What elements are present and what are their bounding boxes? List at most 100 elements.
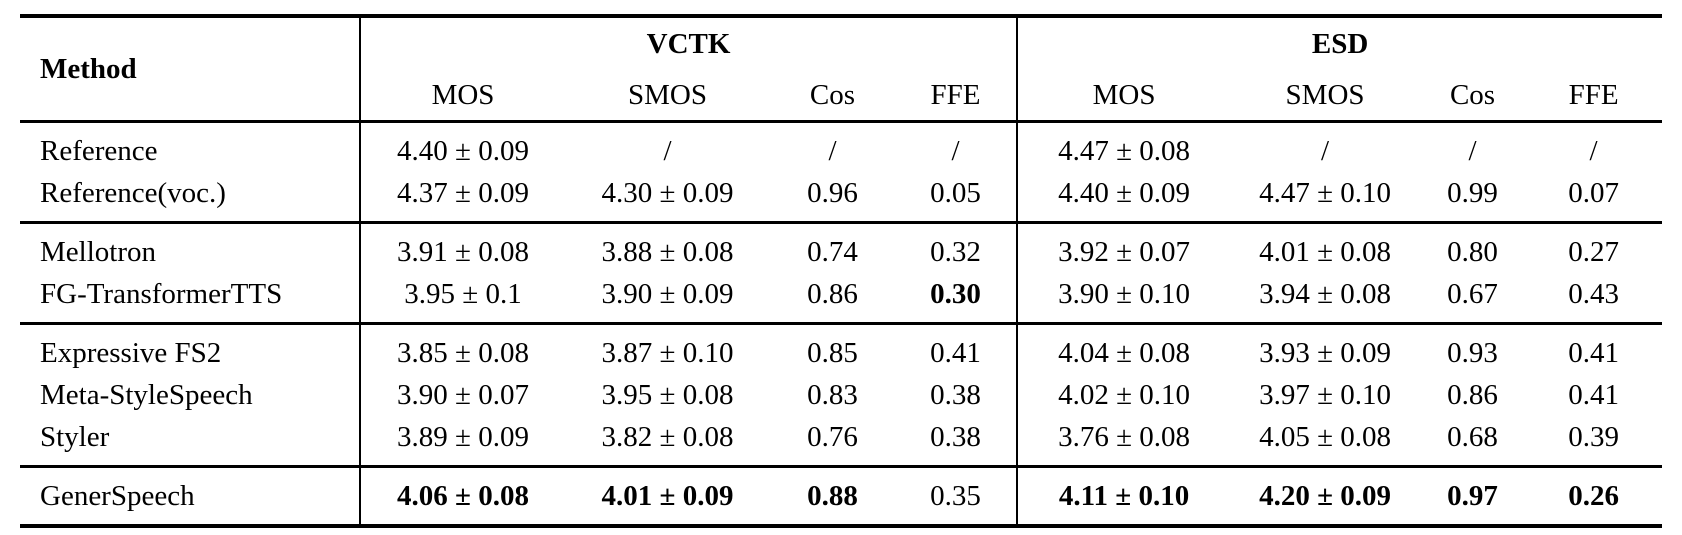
value-cell: 4.47 ± 0.08 [1016,121,1231,172]
value-cell: 3.85 ± 0.08 [359,323,565,374]
value-cell: 0.88 [807,479,858,512]
method-cell: Meta-StyleSpeech [40,378,253,411]
value-cell: 4.47 ± 0.10 [1259,176,1391,209]
esd-smos-header: SMOS [1285,78,1365,111]
value-cell: 0.96 [807,176,858,209]
value-cell: / [1321,134,1330,167]
table-row: Reference 4.40 ± 0.09 / / / 4.47 ± 0.08 … [20,121,1662,172]
value-cell: 4.05 ± 0.08 [1259,420,1391,453]
method-cell: Expressive FS2 [40,336,222,369]
method-cell: Reference [40,134,158,167]
value-cell: 3.87 ± 0.10 [601,336,734,369]
value-cell: 3.93 ± 0.09 [1259,336,1391,369]
value-cell: 3.95 ± 0.1 [359,273,565,324]
value-cell: 0.39 [1568,420,1619,453]
value-cell: 3.76 ± 0.08 [1016,416,1231,467]
vctk-mos-header: MOS [359,70,565,122]
value-cell: 4.06 ± 0.08 [359,466,565,526]
value-cell: 0.05 [930,176,981,209]
value-cell: 0.86 [1447,378,1498,411]
value-cell: 0.43 [1568,277,1619,310]
table-row: Mellotron 3.91 ± 0.08 3.88 ± 0.08 0.74 0… [20,222,1662,273]
value-cell: 3.89 ± 0.09 [359,416,565,467]
value-cell: 0.85 [807,336,858,369]
value-cell: 4.20 ± 0.09 [1259,479,1391,512]
value-cell: / [1589,134,1598,167]
value-cell: 4.30 ± 0.09 [601,176,734,209]
table-row: FG-TransformerTTS 3.95 ± 0.1 3.90 ± 0.09… [20,273,1662,324]
value-cell: 4.40 ± 0.09 [1016,172,1231,223]
method-cell: Styler [40,420,110,453]
method-column-header: Method [40,52,137,85]
value-cell: / [828,134,837,167]
method-cell: GenerSpeech [40,479,195,512]
value-cell: 0.86 [807,277,858,310]
section-baselines-2: Expressive FS2 3.85 ± 0.08 3.87 ± 0.10 0… [20,323,1663,467]
group-header-row: Method VCTK ESD [20,16,1663,85]
value-cell: 3.90 ± 0.09 [601,277,734,310]
value-cell: 4.40 ± 0.09 [359,121,565,172]
value-cell: 0.38 [930,420,981,453]
esd-cos-header: Cos [1449,78,1496,111]
value-cell: 0.35 [930,479,981,512]
section-reference: Reference 4.40 ± 0.09 / / / 4.47 ± 0.08 … [20,121,1662,223]
value-cell: 3.90 ± 0.10 [1016,273,1231,324]
value-cell: / [1468,134,1477,167]
esd-ffe-header: FFE [1568,78,1619,111]
value-cell: 4.01 ± 0.08 [1259,235,1391,268]
value-cell: 4.37 ± 0.09 [359,172,565,223]
sub-header-row: MOS SMOS Cos FFE MOS SMOS Cos FFE [20,70,1662,122]
table-row: Meta-StyleSpeech 3.90 ± 0.07 3.95 ± 0.08… [20,374,1662,416]
group-header-esd: ESD [1016,16,1663,70]
value-cell: 0.67 [1447,277,1498,310]
vctk-ffe-header: FFE [930,78,981,111]
value-cell: 3.82 ± 0.08 [601,420,734,453]
value-cell: 0.76 [807,420,858,453]
value-cell: / [663,134,672,167]
value-cell: 4.04 ± 0.08 [1016,323,1231,374]
value-cell: 3.95 ± 0.08 [601,378,734,411]
group-header-vctk: VCTK [358,16,1018,70]
value-cell: 0.41 [1568,336,1619,369]
table-header: Method VCTK ESD MOS SMOS Cos FFE MOS SMO… [20,16,1663,122]
value-cell: 0.38 [930,378,981,411]
value-cell: 0.83 [807,378,858,411]
value-cell: 0.32 [930,235,981,268]
value-cell: 0.68 [1447,420,1498,453]
results-table: Method VCTK ESD MOS SMOS Cos FFE MOS SMO… [20,14,1663,528]
value-cell: 3.88 ± 0.08 [601,235,734,268]
table-row: Reference(voc.) 4.37 ± 0.09 4.30 ± 0.09 … [20,172,1662,223]
method-cell: FG-TransformerTTS [40,277,283,310]
method-cell: Mellotron [40,235,156,268]
value-cell: 0.99 [1447,176,1498,209]
vctk-smos-header: SMOS [628,78,707,111]
value-cell: 4.02 ± 0.10 [1016,374,1231,416]
value-cell: 0.27 [1568,235,1619,268]
section-baselines-1: Mellotron 3.91 ± 0.08 3.88 ± 0.08 0.74 0… [20,222,1663,324]
value-cell: 0.30 [930,277,981,310]
value-cell: 4.11 ± 0.10 [1016,466,1231,526]
value-cell: 0.41 [1568,378,1619,411]
value-cell: 0.80 [1447,235,1498,268]
value-cell: 3.97 ± 0.10 [1259,378,1391,411]
table-row: Expressive FS2 3.85 ± 0.08 3.87 ± 0.10 0… [20,323,1662,374]
value-cell: 0.97 [1447,479,1498,512]
value-cell: 0.74 [807,235,858,268]
value-cell: / [951,134,960,167]
value-cell: 3.94 ± 0.08 [1259,277,1391,310]
section-generspeech: GenerSpeech 4.06 ± 0.08 4.01 ± 0.09 0.88… [20,466,1663,526]
value-cell: 0.26 [1568,479,1619,512]
value-cell: 0.07 [1568,176,1619,209]
value-cell: 3.91 ± 0.08 [359,222,565,273]
value-cell: 4.01 ± 0.09 [601,479,734,512]
value-cell: 0.93 [1447,336,1498,369]
value-cell: 3.90 ± 0.07 [359,374,565,416]
value-cell: 3.92 ± 0.07 [1016,222,1231,273]
vctk-cos-header: Cos [809,78,856,111]
value-cell: 0.41 [930,336,981,369]
table-row: Styler 3.89 ± 0.09 3.82 ± 0.08 0.76 0.38… [20,416,1662,467]
esd-mos-header: MOS [1016,70,1231,122]
table-row: GenerSpeech 4.06 ± 0.08 4.01 ± 0.09 0.88… [20,466,1662,526]
method-cell: Reference(voc.) [40,176,226,209]
